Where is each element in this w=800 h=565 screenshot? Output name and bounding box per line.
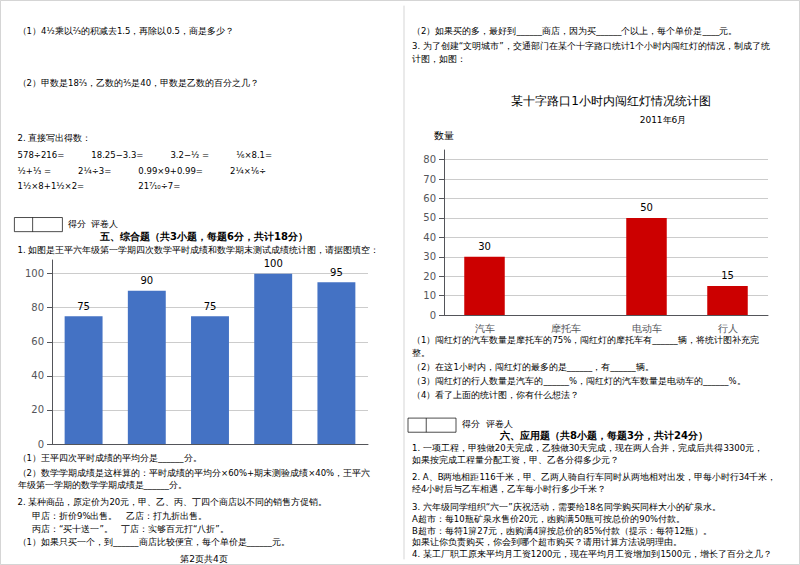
svg-text:50: 50 [640, 202, 653, 213]
svg-text:60: 60 [31, 336, 44, 347]
svg-text:30: 30 [478, 241, 491, 252]
svg-text:578÷216= 18.25−3.3=: 578÷216= 18.25−3.3= 3.2−½ = ⅙×8.1= [18, 150, 273, 160]
svg-text:20: 20 [31, 404, 44, 415]
svg-text:经4小时后与乙车相遇，乙车每小时行多少千米？: 经4小时后与乙车相遇，乙车每小时行多少千米？ [412, 484, 606, 494]
svg-text:年级第一学期的数学学期成绩是______分。: 年级第一学期的数学学期成绩是______分。 [18, 480, 188, 490]
svg-text:20: 20 [423, 271, 436, 282]
svg-text:100: 100 [264, 258, 283, 269]
svg-text:95: 95 [330, 267, 343, 278]
svg-text:摩托车: 摩托车 [551, 323, 581, 334]
svg-text:2. 直接写出得数：: 2. 直接写出得数： [18, 133, 92, 143]
svg-text:75: 75 [204, 301, 217, 312]
svg-text:3. 六年级同学组织“六一”庆祝活动，需要给18名同学购买同: 3. 六年级同学组织“六一”庆祝活动，需要给18名同学购买同样大小的矿泉水。 [412, 502, 721, 512]
svg-text:如果按完成工程量分配工资，甲、乙各分得多少元？: 如果按完成工程量分配工资，甲、乙各分得多少元？ [412, 455, 619, 465]
svg-text:1½×8+1½×2=: 1½×8+1½×2= 21⁷⁄₁₀÷7= [18, 181, 181, 191]
svg-text:丙店：“买十送一”。 丁店：实够百元打“八折”。: 丙店：“买十送一”。 丁店：实够百元打“八折”。 [32, 524, 229, 534]
svg-text:40: 40 [423, 232, 436, 243]
svg-text:2. 某种商品，原定价为20元，甲、乙、丙、丁四个商店以不同: 2. 某种商品，原定价为20元，甲、乙、丙、丁四个商店以不同的销售方促销。 [18, 497, 328, 507]
svg-text:（2）甲数是18⅔，乙数的⅗是40，甲数是乙数的百分之几？: （2）甲数是18⅔，乙数的⅗是40，甲数是乙数的百分之几？ [18, 78, 260, 88]
svg-text:70: 70 [423, 174, 436, 185]
svg-text:汽车: 汽车 [475, 323, 495, 334]
svg-text:2. A、B两地相距116千米，甲、乙两人骑自行车同时从两地: 2. A、B两地相距116千米，甲、乙两人骑自行车同时从两地相对出发，甲每小时行… [412, 472, 777, 482]
svg-text:（2）如果买的多，最好到______商店，因为买______: （2）如果买的多，最好到______商店，因为买______个以上，每个单价是_… [412, 26, 737, 36]
svg-text:某十字路口1小时内闯红灯情况统计图: 某十字路口1小时内闯红灯情况统计图 [511, 94, 711, 108]
svg-text:整。: 整。 [412, 348, 430, 358]
svg-text:50: 50 [423, 212, 436, 223]
svg-text:（1）王平四次平时成绩的平均分是______分。: （1）王平四次平时成绩的平均分是______分。 [18, 453, 202, 463]
svg-text:五、综合题（共3小题，每题6分，共计18分）: 五、综合题（共3小题，每题6分，共计18分） [99, 231, 308, 242]
svg-text:1. 一项工程，甲独做20天完成，乙独做30天完成，现在两人: 1. 一项工程，甲独做20天完成，乙独做30天完成，现在两人合并，完成后共得33… [412, 443, 763, 453]
svg-text:3. 为了创建“文明城市”，交通部门在某个十字路口统计1个小: 3. 为了创建“文明城市”，交通部门在某个十字路口统计1个小时内闯红灯的情况，制… [412, 41, 770, 51]
svg-text:75: 75 [77, 301, 90, 312]
svg-text:1. 如图是王平六年级第一学期四次数学平时成绩和数学期末测试: 1. 如图是王平六年级第一学期四次数学平时成绩和数学期末测试成绩统计图，请据图填… [18, 245, 380, 255]
svg-text:0: 0 [430, 310, 436, 321]
svg-text:（3）闯红灯的行人数量是汽车的______%，闯红灯的汽车数: （3）闯红灯的行人数量是汽车的______%，闯红灯的汽车数量是电动车的____… [412, 376, 746, 386]
svg-text:90: 90 [140, 275, 153, 286]
svg-text:（2）数学学期成绩是这样算的：平时成绩的平均分×60%+期末: （2）数学学期成绩是这样算的：平时成绩的平均分×60%+期末测验成绩×40%，王… [18, 468, 371, 478]
svg-text:（2）在这1小时内，闯红灯的最多的是______，有____: （2）在这1小时内，闯红灯的最多的是______，有______辆。 [412, 362, 654, 372]
svg-text:B超市：每符1箳27元，凼购满4箳按总价的85%付款（提示：: B超市：每符1箳27元，凼购满4箳按总价的85%付款（提示：每符12瓶）。 [412, 526, 712, 536]
svg-text:数量: 数量 [434, 130, 454, 141]
svg-text:½+⅓ = 2¼÷3=: ½+⅓ = 2¼÷3= 0.99×9+0.99= 2¼×⅙÷ [18, 166, 267, 176]
svg-text:（1）4½乘以⅔的积减去1.5，再除以0.5，商是多少？: （1）4½乘以⅔的积减去1.5，再除以0.5，商是多少？ [18, 26, 234, 36]
svg-text:行人: 行人 [718, 323, 738, 334]
svg-text:得分 评卷人: 得分 评卷人 [68, 219, 118, 229]
svg-text:2011年6月: 2011年6月 [640, 115, 687, 125]
svg-text:A超市：每10瓶矿泉水售价20元，凼购满50瓶可按总价的90: A超市：每10瓶矿泉水售价20元，凼购满50瓶可按总价的90%付款。 [412, 514, 685, 524]
svg-text:（1）如果只买一个，到______商店比较便宜，每个单价是_: （1）如果只买一个，到______商店比较便宜，每个单价是______元。 [18, 537, 290, 547]
svg-text:（4）看了上面的统计图，你有什么想法？: （4）看了上面的统计图，你有什么想法？ [412, 390, 579, 400]
svg-text:（1）闯红灯的汽车数量是摩托车的75%，闯红灯的摩托车有__: （1）闯红灯的汽车数量是摩托车的75%，闯红灯的摩托车有______辆，将统计图… [412, 335, 759, 345]
svg-text:60: 60 [423, 193, 436, 204]
svg-text:第2页共4页: 第2页共4页 [180, 554, 227, 564]
svg-text:计图，如图：: 计图，如图： [412, 54, 466, 64]
svg-text:甲店：折价9%出售。 乙店：打九折出售。: 甲店：折价9%出售。 乙店：打九折出售。 [32, 511, 207, 521]
svg-text:100: 100 [25, 268, 44, 279]
svg-text:80: 80 [423, 154, 436, 165]
svg-text:得分 评卷人: 得分 评卷人 [462, 419, 512, 429]
svg-text:80: 80 [31, 302, 44, 313]
svg-text:4. 某工厂职工原来平均月工资1200元，现在平均月工资增加: 4. 某工厂职工原来平均月工资1200元，现在平均月工资增加到1500元，增长了… [412, 549, 772, 559]
svg-text:15: 15 [721, 270, 734, 281]
svg-text:10: 10 [423, 290, 436, 301]
svg-text:0: 0 [38, 439, 44, 450]
svg-text:六、应用题（共8小题，每题3分，共计24分）: 六、应用题（共8小题，每题3分，共计24分） [499, 430, 708, 441]
svg-text:40: 40 [31, 370, 44, 381]
svg-text:如果让你负责购买，你会到哪个超市购买？请用计算方法说明理由。: 如果让你负责购买，你会到哪个超市购买？请用计算方法说明理由。 [412, 537, 682, 547]
svg-text:30: 30 [423, 251, 436, 262]
svg-text:电动车: 电动车 [632, 323, 662, 334]
